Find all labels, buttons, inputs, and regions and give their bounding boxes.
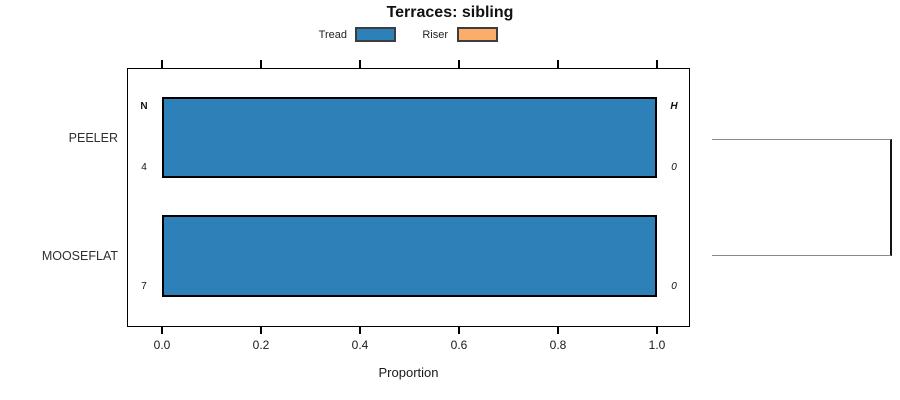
x-tick-label: 0.8 xyxy=(549,338,567,352)
n-column-header: N xyxy=(140,101,148,112)
bar-peeler-tread xyxy=(162,97,657,178)
n-value-mooseflat: 7 xyxy=(141,281,147,292)
y-axis-label-mooseflat: MOOSEFLAT xyxy=(41,249,118,263)
h-value-mooseflat: 0 xyxy=(671,281,677,292)
x-tick-top xyxy=(656,60,658,68)
legend-label-tread: Tread xyxy=(318,29,347,41)
x-tick-top xyxy=(458,60,460,68)
legend-label-riser: Riser xyxy=(422,29,448,41)
x-tick-bottom xyxy=(359,327,361,334)
x-tick-label: 0.6 xyxy=(450,338,468,352)
x-tick-top xyxy=(260,60,262,68)
bar-mooseflat-tread xyxy=(162,215,657,297)
x-tick-bottom xyxy=(260,327,262,334)
chart-title: Terraces: sibling xyxy=(386,4,514,21)
x-tick-bottom xyxy=(161,327,163,334)
legend-swatch-riser xyxy=(457,27,498,42)
legend-swatch-tread xyxy=(355,27,396,42)
x-tick-label: 0.4 xyxy=(351,338,369,352)
x-tick-label: 0.2 xyxy=(252,338,270,352)
x-tick-top xyxy=(359,60,361,68)
n-value-peeler: 4 xyxy=(141,162,147,173)
x-axis-label: Proportion xyxy=(378,365,439,380)
x-tick-bottom xyxy=(656,327,658,334)
x-tick-label: 1.0 xyxy=(648,338,666,352)
x-tick-bottom xyxy=(557,327,559,334)
y-axis-label-peeler: PEELER xyxy=(68,130,118,145)
x-tick-bottom xyxy=(458,327,460,334)
h-value-peeler: 0 xyxy=(671,162,677,173)
x-tick-top xyxy=(557,60,559,68)
x-tick-top xyxy=(161,60,163,68)
cluster-bracket xyxy=(712,139,892,256)
h-column-header: H xyxy=(670,101,678,112)
x-tick-label: 0.0 xyxy=(153,338,171,352)
